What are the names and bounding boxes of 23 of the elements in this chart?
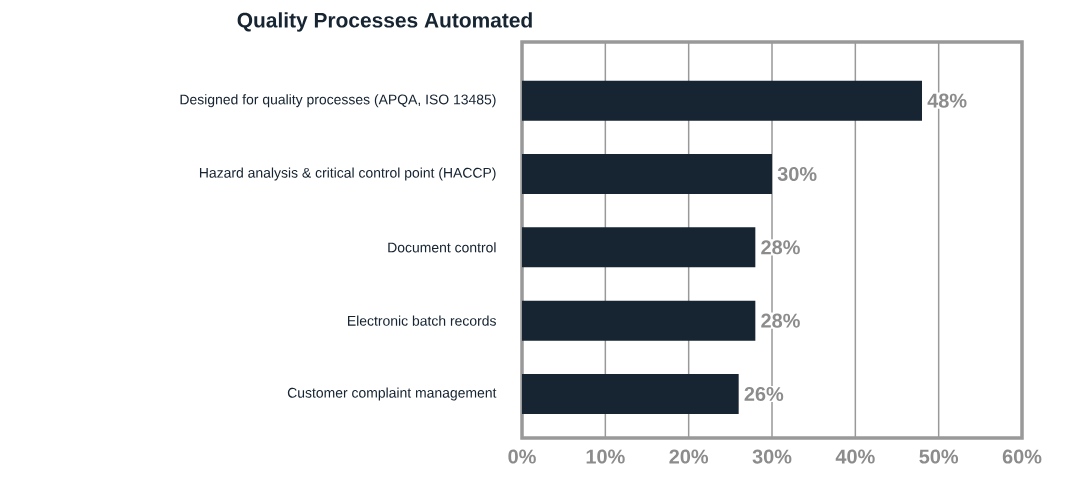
y-tick-label: Designed for quality processes (APQA, ISO 13485) (180, 94, 496, 108)
data-label: 48% (927, 93, 967, 108)
data-label: 30% (777, 166, 817, 182)
bar (522, 300, 756, 341)
chart-title: Quality Processes Automated (237, 12, 532, 32)
y-tick-label: Customer complaint management (287, 387, 497, 401)
x-tick-label: 60% (1002, 449, 1042, 464)
x-tick-label: 20% (669, 449, 709, 464)
y-tick-label: Document control (388, 242, 496, 253)
data-label: 28% (761, 240, 800, 255)
y-tick-label: Hazard analysis & critical control point (HACCP) (199, 167, 496, 181)
x-tick-label: 0% (508, 449, 536, 464)
x-tick-label: 30% (752, 449, 792, 464)
bar (522, 227, 756, 268)
bar (522, 153, 773, 194)
x-tick-label: 40% (835, 449, 875, 464)
data-label: 26% (744, 386, 784, 402)
bar (522, 373, 739, 414)
x-tick-label: 50% (919, 449, 959, 464)
bar (522, 80, 923, 121)
y-tick-label: Electronic batch records (348, 315, 496, 326)
data-label: 28% (761, 313, 800, 328)
x-tick-label: 10% (586, 449, 625, 464)
